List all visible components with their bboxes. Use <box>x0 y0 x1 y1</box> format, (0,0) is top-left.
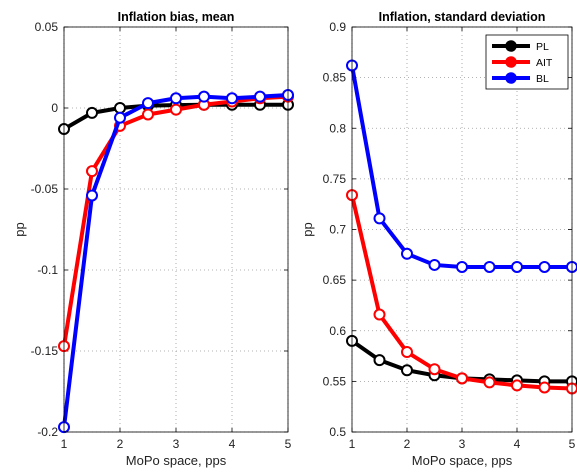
chart-inflation-standard-deviation: 1 2 3 4 5 0.9 0.85 0.8 0.75 0.7 0.65 0.6 0.55 0.5 Inf… <box>300 10 577 468</box>
data-point-bl <box>226 92 238 105</box>
data-point-bl <box>428 258 441 271</box>
data-point-ait <box>401 346 413 359</box>
x-tick-label: 4 <box>514 437 521 451</box>
legend-label-ait: AIT <box>536 57 553 69</box>
y-tick-label: 0.8 <box>329 121 346 135</box>
data-point-bl <box>114 111 126 124</box>
data-point-bl <box>401 247 413 260</box>
y-tick-label: -0.2 <box>37 425 58 439</box>
y-axis-label: pp <box>300 222 315 236</box>
tick-labels: 1 2 3 4 5 0.9 0.85 0.8 0.75 0.7 0.65 0.6 0.55 0.5 <box>323 20 576 451</box>
data-point-ait <box>511 379 523 392</box>
y-tick-label: 0.55 <box>323 374 347 388</box>
series-lines <box>58 89 294 434</box>
x-tick-label: 5 <box>285 437 292 451</box>
data-point-bl <box>373 212 386 225</box>
data-point-ait <box>86 165 98 178</box>
data-point-bl <box>456 260 468 273</box>
x-tick-label: 1 <box>61 437 68 451</box>
y-tick-label: 0.7 <box>329 223 346 237</box>
data-point-ait <box>373 308 386 321</box>
data-point-ait <box>483 376 496 389</box>
legend-marker-pl <box>505 40 517 52</box>
chart-title: Inflation bias, mean <box>118 10 235 24</box>
data-point-bl <box>483 260 496 273</box>
y-tick-label: 0.75 <box>323 172 347 186</box>
data-point-bl <box>254 90 266 103</box>
data-point-bl <box>538 260 551 273</box>
data-point-bl <box>170 92 182 105</box>
y-tick-label: 0.05 <box>35 20 59 34</box>
x-tick-label: 4 <box>229 437 236 451</box>
data-point-bl <box>86 189 98 202</box>
x-axis-label: MoPo space, pps <box>412 453 513 468</box>
y-tick-label: 0.85 <box>323 71 347 85</box>
axes-frame <box>63 26 289 433</box>
chart-title: Inflation, standard deviation <box>379 10 546 24</box>
legend-marker-bl <box>505 72 517 84</box>
x-tick-label: 5 <box>569 437 576 451</box>
data-point-bl <box>511 260 523 273</box>
y-tick-label: -0.05 <box>31 182 59 196</box>
x-tick-label: 3 <box>173 437 180 451</box>
y-axis-label: pp <box>12 222 27 236</box>
x-axis-label: MoPo space, pps <box>126 453 227 468</box>
data-point-ait <box>142 108 154 121</box>
data-point-pl <box>373 354 386 367</box>
x-tick-label: 2 <box>117 437 124 451</box>
y-tick-label: 0.6 <box>329 324 346 338</box>
data-point-bl <box>142 97 154 110</box>
tick-labels: 1 2 3 4 5 0.05 0 -0.05 -0.1 -0.15 -0.2 <box>31 20 292 451</box>
data-point-ait <box>170 103 182 116</box>
y-tick-label: 0.65 <box>323 273 347 287</box>
y-tick-label: -0.15 <box>31 344 59 358</box>
legend-label-bl: BL <box>536 73 549 85</box>
series-lines <box>346 59 577 395</box>
legend-label-pl: PL <box>536 41 549 53</box>
y-tick-label: 0.5 <box>329 425 346 439</box>
y-tick-label: 0.9 <box>329 20 346 34</box>
x-tick-label: 3 <box>459 437 466 451</box>
x-tick-label: 2 <box>404 437 411 451</box>
x-tick-label: 1 <box>349 437 356 451</box>
data-point-pl <box>401 364 413 377</box>
data-point-bl <box>198 90 210 103</box>
legend: PL AIT BL <box>485 34 569 90</box>
legend-marker-ait <box>505 56 517 68</box>
y-tick-label: 0 <box>51 101 58 115</box>
axes-frame <box>351 26 573 433</box>
data-point-pl <box>114 102 126 114</box>
data-point-pl <box>86 106 98 119</box>
data-point-ait <box>456 372 468 385</box>
data-point-ait <box>428 363 441 376</box>
chart-inflation-bias-mean: 1 2 3 4 5 0.05 0 -0.05 -0.1 -0.15 -0.2 Inflation b… <box>12 10 294 468</box>
data-point-ait <box>538 381 551 394</box>
y-tick-label: -0.1 <box>37 263 58 277</box>
